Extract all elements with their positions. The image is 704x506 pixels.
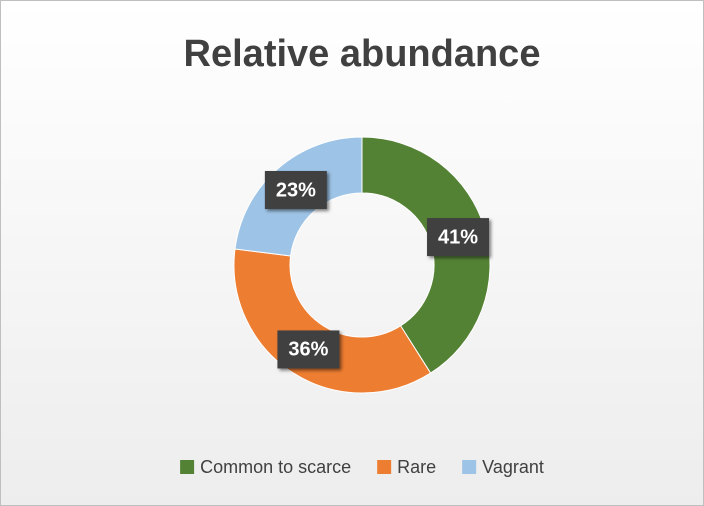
legend-label: Rare <box>397 457 436 477</box>
legend-swatch <box>377 460 392 474</box>
donut-slice <box>361 136 491 374</box>
legend-label: Vagrant <box>482 457 544 477</box>
legend-swatch <box>180 460 195 474</box>
legend-label: Common to scarce <box>200 457 351 477</box>
chart-title: Relative abundance <box>184 33 541 75</box>
data-label: 36% <box>288 339 328 361</box>
data-label: 23% <box>276 179 316 201</box>
legend: Common to scarce Rare Vagrant <box>180 457 544 477</box>
data-label-box <box>427 218 490 257</box>
data-label: 41% <box>438 226 478 248</box>
data-label-box <box>264 170 327 209</box>
data-label-box <box>277 330 340 369</box>
legend-swatch <box>462 460 477 474</box>
